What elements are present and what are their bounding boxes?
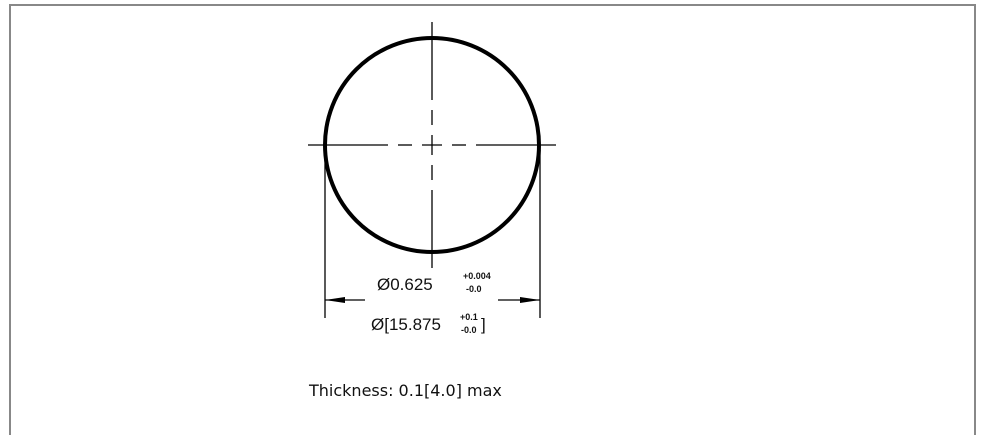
frame [9, 4, 976, 435]
imperial-lower: -0.0 [466, 284, 482, 294]
metric-lower: -0.0 [461, 325, 477, 335]
imperial-upper: +0.004 [463, 271, 491, 281]
arrow [520, 297, 540, 303]
metric-upper: +0.1 [460, 312, 478, 322]
metric-close: ] [481, 315, 486, 334]
arrow [325, 297, 345, 303]
metric-nominal: Ø[15.875 [371, 315, 441, 334]
imperial-nominal: Ø0.625 [377, 275, 433, 294]
thickness-note: Thickness: 0.1[4.0] max [308, 381, 502, 400]
centerlines [308, 22, 556, 268]
